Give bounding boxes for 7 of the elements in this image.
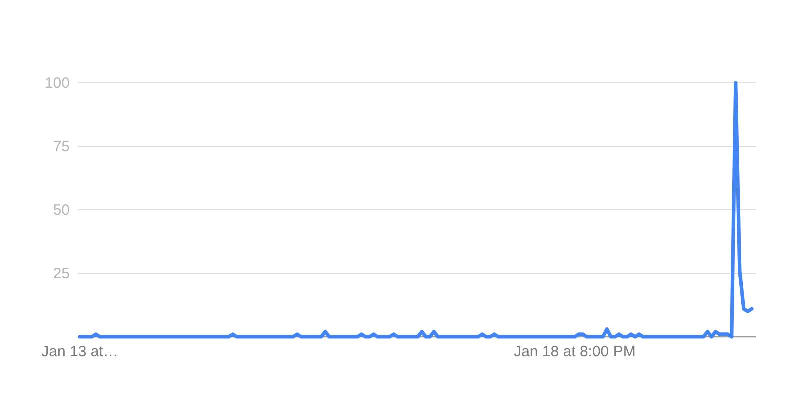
line-series (78, 81, 754, 339)
x-tick-label: Jan 18 at 8:00 PM (514, 344, 636, 361)
y-tick-label: 75 (53, 138, 70, 156)
y-tick-label: 50 (53, 202, 70, 219)
y-tick-label: 25 (53, 265, 70, 282)
x-tick-label: Jan 13 at… (42, 344, 118, 361)
y-tick-label: 100 (44, 74, 70, 92)
